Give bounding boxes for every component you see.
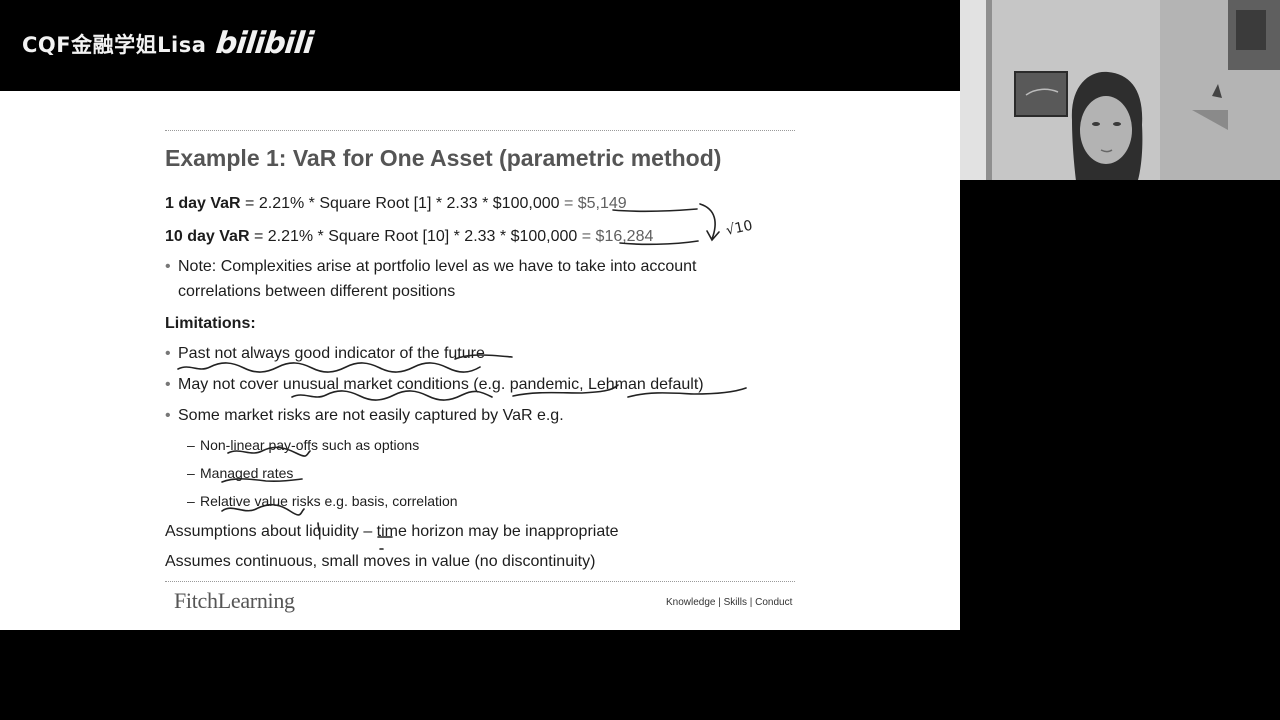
bilibili-logo-icon: bilibili [214,26,315,61]
var-line-10day: 10 day VaR = 2.21% * Square Root [10] * … [165,228,653,246]
slide-divider-top [165,130,795,131]
bullet-dot-icon: • [165,345,171,362]
note-bullet: • Note: Complexities arise at portfolio l… [165,258,697,276]
var-result: = $5,149 [563,195,627,212]
sub-item-text: Managed rates [200,465,294,481]
note-text-line2: correlations between different positions [178,283,456,300]
var-result: = $16,284 [581,228,654,245]
sub-item: – Managed rates [187,465,293,481]
webcam-image [960,0,1280,180]
sub-item: – Non-linear pay-offs such as options [187,437,419,453]
note-text-line1: Note: Complexities arise at portfolio le… [178,258,697,275]
var-label: 10 day VaR [165,228,250,245]
presentation-slide: Example 1: VaR for One Asset (parametric… [0,91,960,630]
var-formula: = 2.21% * Square Root [10] * 2.33 * $100… [249,228,582,245]
arrow-head [706,230,720,242]
assumption-line: Assumptions about liquidity – time horiz… [165,523,619,540]
dash-marker: – [187,437,195,453]
limitation-item: • May not cover unusual market conditions… [165,376,704,394]
arrow-stroke [699,203,716,240]
sub-item: – Relative value risks e.g. basis, correl… [187,493,458,509]
sub-item-text: Relative value risks e.g. basis, correla… [200,493,458,509]
sub-item-text: Non-linear pay-offs such as options [200,437,420,453]
limitation-text: Some market risks are not easily capture… [178,407,564,424]
limitation-item: • Some market risks are not easily captur… [165,407,564,425]
assumption-line: Assumes continuous, small moves in value… [165,553,596,570]
limitation-text: Past not always good indicator of the fu… [178,345,485,362]
annotation-sqrt10: √10 [725,218,754,239]
channel-name: CQF金融学姐Lisa [22,32,207,57]
fitch-learning-logo: FitchLearning [174,588,295,613]
dash-marker: – [187,465,195,481]
slide-divider-bottom [165,581,795,582]
bullet-dot-icon: • [165,407,171,424]
bullet-dot-icon: • [165,258,171,275]
limitation-item: • Past not always good indicator of the f… [165,345,485,363]
limitations-heading: Limitations: [165,315,256,332]
webcam-feed [960,0,1280,180]
var-line-1day: 1 day VaR = 2.21% * Square Root [1] * 2.… [165,195,627,213]
var-formula: = 2.21% * Square Root [1] * 2.33 * $100,… [240,195,564,212]
footer-tagline: Knowledge | Skills | Conduct [666,597,793,608]
channel-watermark: CQF金融学姐Lisa bilibili [22,26,315,61]
limitation-text: May not cover unusual market conditions … [178,376,704,393]
var-label: 1 day VaR [165,195,241,212]
dash-marker: – [187,493,195,509]
wavy-underline [177,362,481,373]
slide-title: Example 1: VaR for One Asset (parametric… [165,145,722,171]
bullet-dot-icon: • [165,376,171,393]
